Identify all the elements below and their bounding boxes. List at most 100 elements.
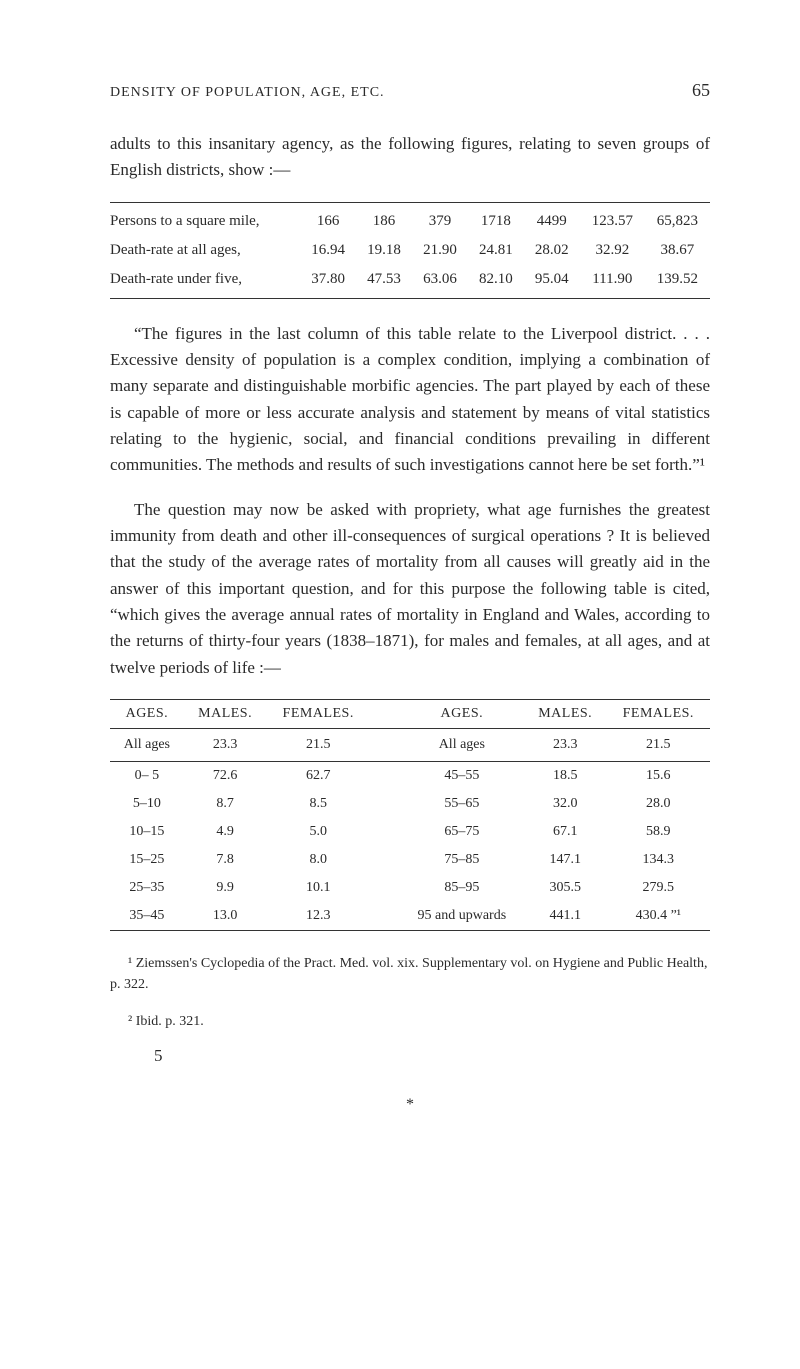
cell: 32.92 (580, 236, 645, 265)
cell: 7.8 (184, 846, 267, 874)
cell: 28.0 (607, 790, 710, 818)
table-row: Death-rate at all ages,16.9419.1821.9024… (110, 236, 710, 265)
table-row: 15–257.88.0 75–85147.1134.3 (110, 846, 710, 874)
cell: 62.7 (267, 762, 370, 791)
table-row: Death-rate under five,37.8047.5363.0682.… (110, 265, 710, 299)
cell: 9.9 (184, 874, 267, 902)
paragraph-1: adults to this insanitary agency, as the… (110, 131, 710, 184)
cell: 4.9 (184, 818, 267, 846)
table-row: Persons to a square mile,166186379171844… (110, 202, 710, 236)
cell: 72.6 (184, 762, 267, 791)
cell: 0– 5 (110, 762, 184, 791)
density-table: Persons to a square mile,166186379171844… (110, 202, 710, 299)
table-row: 10–154.95.0 65–7567.158.9 (110, 818, 710, 846)
cell: 8.0 (267, 846, 370, 874)
gap (370, 700, 400, 729)
cell: 19.18 (356, 236, 412, 265)
cell: 38.67 (645, 236, 710, 265)
cell: 47.53 (356, 265, 412, 299)
cell: 63.06 (412, 265, 468, 299)
cell: 85–95 (400, 874, 524, 902)
gap (370, 790, 400, 818)
cell: All ages (400, 729, 524, 762)
cell: 75–85 (400, 846, 524, 874)
cell: 23.3 (524, 729, 607, 762)
signature-mark: 5 (110, 1046, 710, 1066)
footnote-1: ¹ Ziemssen's Cyclopedia of the Pract. Me… (110, 953, 710, 995)
cell: 111.90 (580, 265, 645, 299)
cell: 37.80 (300, 265, 356, 299)
cell: 8.7 (184, 790, 267, 818)
cell: 21.5 (267, 729, 370, 762)
cell: 55–65 (400, 790, 524, 818)
cell: 65–75 (400, 818, 524, 846)
cell: 134.3 (607, 846, 710, 874)
cell: 21.90 (412, 236, 468, 265)
cell: 10–15 (110, 818, 184, 846)
cell: 28.02 (524, 236, 580, 265)
cell: 166 (300, 202, 356, 236)
cell: 379 (412, 202, 468, 236)
cell: 45–55 (400, 762, 524, 791)
mortality-table: AGES.MALES.FEMALES.AGES.MALES.FEMALES. A… (110, 699, 710, 931)
cell: 25–35 (110, 874, 184, 902)
cell: 5.0 (267, 818, 370, 846)
column-header: AGES. (400, 700, 524, 729)
page-header: DENSITY OF POPULATION, AGE, ETC. 65 (110, 80, 710, 101)
cell: 21.5 (607, 729, 710, 762)
column-header: MALES. (524, 700, 607, 729)
row-label: Death-rate at all ages, (110, 236, 300, 265)
asterisk-ornament: * (110, 1096, 710, 1114)
column-header: FEMALES. (607, 700, 710, 729)
gap (370, 729, 400, 762)
cell: 186 (356, 202, 412, 236)
cell: 32.0 (524, 790, 607, 818)
row-label: Persons to a square mile, (110, 202, 300, 236)
gap (370, 818, 400, 846)
cell: 13.0 (184, 902, 267, 931)
table-row: 35–4513.012.3 95 and upwards441.1430.4 ”¹ (110, 902, 710, 931)
cell: 82.10 (468, 265, 524, 299)
cell: 95.04 (524, 265, 580, 299)
cell: 67.1 (524, 818, 607, 846)
cell: 24.81 (468, 236, 524, 265)
table-row: 0– 572.662.7 45–5518.515.6 (110, 762, 710, 791)
gap (370, 846, 400, 874)
cell: 58.9 (607, 818, 710, 846)
gap (370, 902, 400, 931)
gap (370, 762, 400, 791)
cell: 430.4 ”¹ (607, 902, 710, 931)
paragraph-2: “The figures in the last column of this … (110, 321, 710, 479)
cell: 305.5 (524, 874, 607, 902)
footnote-2: ² Ibid. p. 321. (110, 1011, 710, 1032)
cell: 1718 (468, 202, 524, 236)
cell: 12.3 (267, 902, 370, 931)
table-row: 25–359.910.1 85–95305.5279.5 (110, 874, 710, 902)
cell: 10.1 (267, 874, 370, 902)
cell: 147.1 (524, 846, 607, 874)
cell: 15.6 (607, 762, 710, 791)
cell: 65,823 (645, 202, 710, 236)
page-number: 65 (692, 80, 710, 101)
column-header: MALES. (184, 700, 267, 729)
cell: 8.5 (267, 790, 370, 818)
cell: 123.57 (580, 202, 645, 236)
cell: 95 and upwards (400, 902, 524, 931)
column-header: FEMALES. (267, 700, 370, 729)
paragraph-3: The question may now be asked with propr… (110, 497, 710, 681)
cell: 35–45 (110, 902, 184, 931)
cell: All ages (110, 729, 184, 762)
gap (370, 874, 400, 902)
cell: 441.1 (524, 902, 607, 931)
cell: 4499 (524, 202, 580, 236)
cell: 5–10 (110, 790, 184, 818)
cell: 16.94 (300, 236, 356, 265)
row-label: Death-rate under five, (110, 265, 300, 299)
cell: 279.5 (607, 874, 710, 902)
table-subhead: All ages23.321.5All ages23.321.5 (110, 729, 710, 762)
cell: 15–25 (110, 846, 184, 874)
cell: 139.52 (645, 265, 710, 299)
running-head: DENSITY OF POPULATION, AGE, ETC. (110, 85, 385, 101)
cell: 18.5 (524, 762, 607, 791)
table-row: 5–108.78.5 55–6532.028.0 (110, 790, 710, 818)
